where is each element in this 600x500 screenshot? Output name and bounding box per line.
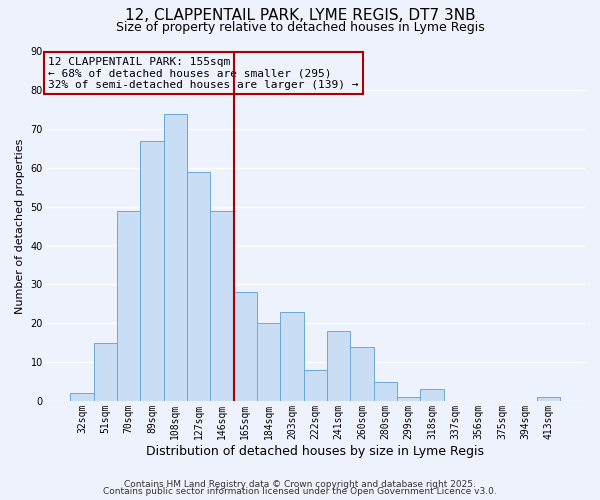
Bar [94, 342, 117, 401]
Bar [537, 397, 560, 401]
X-axis label: Distribution of detached houses by size in Lyme Regis: Distribution of detached houses by size … [146, 444, 484, 458]
Bar [257, 324, 280, 401]
Bar [233, 292, 257, 401]
Text: Contains public sector information licensed under the Open Government Licence v3: Contains public sector information licen… [103, 487, 497, 496]
Y-axis label: Number of detached properties: Number of detached properties [15, 138, 25, 314]
Text: 12 CLAPPENTAIL PARK: 155sqm
← 68% of detached houses are smaller (295)
32% of se: 12 CLAPPENTAIL PARK: 155sqm ← 68% of det… [49, 56, 359, 90]
Bar [70, 393, 94, 401]
Bar [350, 346, 374, 401]
Bar [210, 210, 233, 401]
Bar [374, 382, 397, 401]
Bar [397, 397, 421, 401]
Bar [187, 172, 210, 401]
Bar [140, 141, 164, 401]
Text: Size of property relative to detached houses in Lyme Regis: Size of property relative to detached ho… [116, 21, 484, 34]
Bar [164, 114, 187, 401]
Text: 12, CLAPPENTAIL PARK, LYME REGIS, DT7 3NB: 12, CLAPPENTAIL PARK, LYME REGIS, DT7 3N… [125, 8, 475, 22]
Bar [421, 390, 444, 401]
Bar [304, 370, 327, 401]
Text: Contains HM Land Registry data © Crown copyright and database right 2025.: Contains HM Land Registry data © Crown c… [124, 480, 476, 489]
Bar [117, 210, 140, 401]
Bar [280, 312, 304, 401]
Bar [327, 331, 350, 401]
